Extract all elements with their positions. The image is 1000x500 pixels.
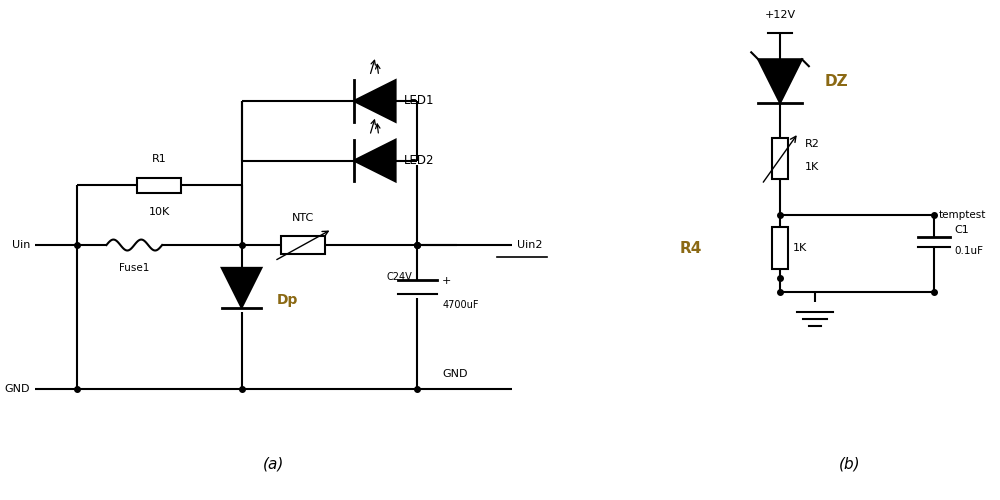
Text: Fuse1: Fuse1: [119, 263, 149, 273]
Text: (b): (b): [839, 456, 860, 471]
Polygon shape: [222, 268, 261, 308]
Bar: [137, 178, 181, 193]
Polygon shape: [758, 60, 802, 103]
Text: +: +: [442, 276, 452, 286]
Text: 10K: 10K: [149, 208, 170, 218]
Text: R1: R1: [152, 154, 167, 164]
Text: Uin2: Uin2: [517, 240, 542, 250]
Text: NTC: NTC: [292, 213, 314, 223]
Text: LED2: LED2: [404, 154, 434, 167]
Text: R2: R2: [805, 138, 820, 148]
Text: 4700uF: 4700uF: [442, 300, 479, 310]
Text: LED1: LED1: [404, 94, 434, 108]
Text: 1K: 1K: [805, 162, 819, 172]
Text: C1: C1: [954, 225, 969, 235]
Bar: [281, 236, 325, 254]
Text: (a): (a): [263, 456, 284, 471]
Text: DZ: DZ: [825, 74, 848, 88]
Text: +12V: +12V: [764, 10, 796, 20]
Text: C24V: C24V: [387, 272, 412, 282]
Text: 0.1uF: 0.1uF: [954, 246, 983, 256]
Polygon shape: [354, 140, 396, 181]
Text: Dp: Dp: [276, 292, 298, 306]
Text: GND: GND: [442, 369, 468, 379]
Text: 1K: 1K: [793, 243, 807, 253]
Text: R4: R4: [679, 240, 702, 256]
Polygon shape: [354, 80, 396, 122]
Text: Uin: Uin: [12, 240, 30, 250]
Text: temptest: temptest: [939, 210, 986, 220]
Bar: [772, 138, 788, 179]
Bar: [772, 227, 788, 269]
Text: GND: GND: [4, 384, 30, 394]
